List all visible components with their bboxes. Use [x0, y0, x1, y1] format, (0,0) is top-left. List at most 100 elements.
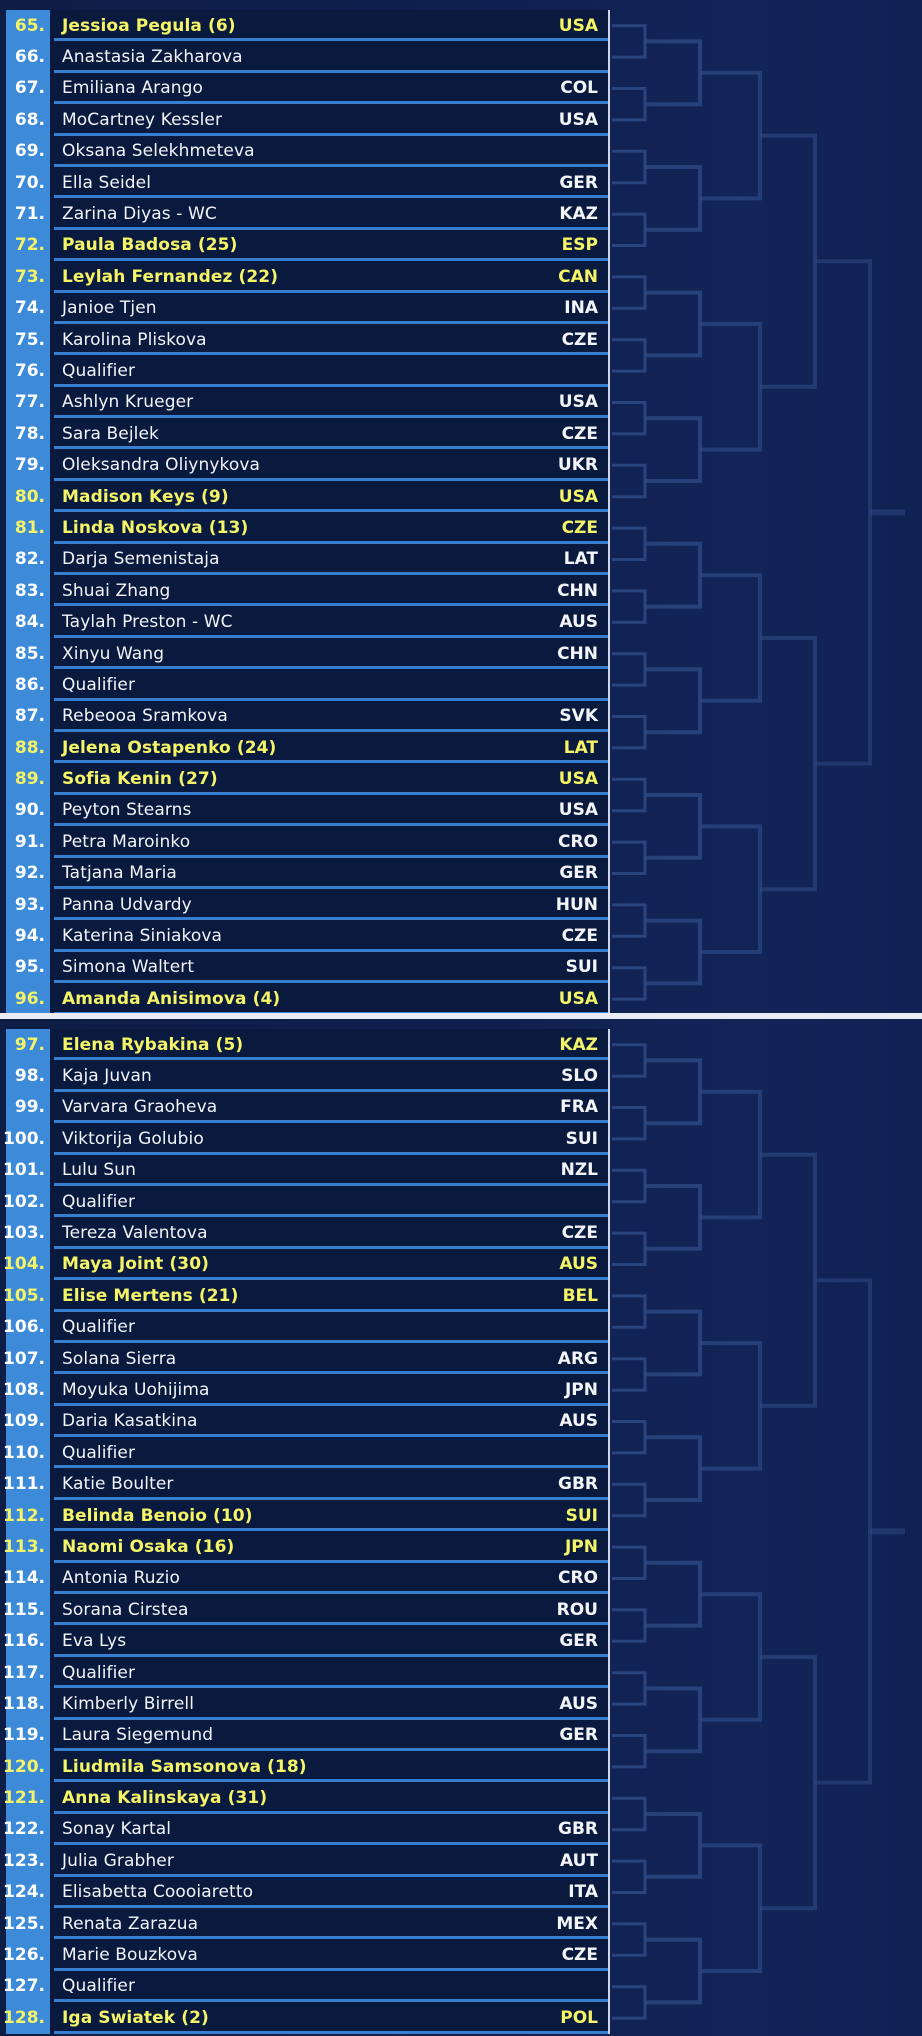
draw-position-number: 74.: [6, 292, 50, 324]
draw-position-number: 91.: [6, 826, 50, 858]
player-country: JPN: [564, 1536, 598, 1557]
bracket-connector: [645, 918, 702, 986]
bracket-connector: [612, 212, 647, 247]
bracket-connector: [612, 652, 647, 687]
player-name: Tereza Valentova: [62, 1223, 208, 1244]
player-name: Moyuka Uohijima: [62, 1379, 210, 1400]
draw-position-number: 95.: [6, 951, 50, 984]
draw-row: 89. Sofia Kenin (27) USA: [6, 763, 610, 796]
draw-row: 123. Julia Grabher AUT: [3, 1845, 610, 1877]
bracket-connector: [612, 1671, 647, 1706]
player-cell: Sonay Kartal GBR: [50, 1813, 610, 1846]
draw-row: 70. Ella Seidel GER: [6, 166, 610, 199]
draw-row: 85. Xinyu Wang CHN: [6, 637, 610, 670]
draw-position-number: 115.: [3, 1594, 50, 1626]
player-name: Taylah Preston - WC: [62, 612, 233, 633]
player-country: USA: [558, 15, 598, 36]
player-name: Iga Swiatek (2): [62, 2007, 209, 2028]
player-name: Qualifier: [62, 1191, 136, 1212]
draw-position-number: 94.: [6, 920, 50, 952]
bracket-connector: [612, 966, 647, 1001]
draw-position-number: 105.: [3, 1280, 50, 1312]
bracket-connector: [612, 903, 647, 938]
bracket-connector: [612, 275, 647, 310]
player-cell: Renata Zarazua MEX: [50, 1907, 610, 1940]
draw-position-number: 104.: [3, 1248, 50, 1281]
player-name: Renata Zarazua: [62, 1913, 199, 1934]
bracket-connector: [612, 338, 647, 373]
bracket-connector: [645, 541, 702, 609]
player-name: Petra Maroinko: [62, 831, 191, 852]
player-name: Jelena Ostapenko (24): [62, 737, 277, 758]
draw-row: 80. Madison Keys (9) USA: [6, 480, 610, 513]
player-name: Xinyu Wang: [62, 643, 165, 664]
player-cell: Tatjana Maria GER: [50, 857, 610, 890]
player-cell: Linda Noskova (13) CZE: [50, 512, 610, 545]
player-name: Lulu Sun: [62, 1160, 136, 1181]
player-cell: Maya Joint (30) AUS: [50, 1248, 610, 1281]
player-country: USA: [558, 800, 598, 821]
player-cell: Lulu Sun NZL: [50, 1154, 610, 1187]
player-cell: Darja Semenistaja LAT: [50, 543, 610, 576]
draw-position-number: 114.: [3, 1562, 50, 1595]
player-cell: Julia Grabher AUT: [50, 1845, 610, 1877]
draw-row: 99. Varvara Graoheva FRA: [6, 1091, 610, 1124]
player-name: Marie Bouzkova: [62, 1945, 198, 1966]
player-country: SVK: [559, 706, 598, 727]
player-cell: Solana Sierra ARG: [50, 1342, 610, 1375]
player-country: KAZ: [559, 204, 598, 225]
bracket-connector: [645, 793, 702, 860]
draw-row: 86. Qualifier: [6, 669, 610, 701]
bracket-connector: [645, 1937, 702, 2005]
draw-position-number: 68.: [6, 104, 50, 136]
player-country: CZE: [561, 1223, 598, 1244]
bracket-lines-bottom: [612, 1043, 905, 2020]
player-country: AUS: [559, 612, 598, 633]
draw-position-number: 80.: [6, 480, 50, 513]
player-cell: Eva Lys GER: [50, 1625, 610, 1658]
draw-section-bottom: 97. Elena Rybakina (5) KAZ 98. Kaja Juvan SLO…: [0, 1019, 922, 2036]
player-country: HUN: [555, 894, 598, 915]
player-country: JPN: [564, 1379, 598, 1400]
player-cell: Sara Bejlek CZE: [50, 418, 610, 450]
draw-row: 78. Sara Bejlek CZE: [6, 418, 610, 450]
player-cell: Elena Rybakina (5) KAZ: [50, 1029, 610, 1061]
bracket-connector: [612, 1106, 647, 1141]
player-cell: Liudmila Samsonova (18): [50, 1750, 610, 1783]
player-name: Oksana Selekhmeteva: [62, 141, 255, 162]
player-country: AUT: [559, 1850, 598, 1871]
player-cell: Jelena Ostapenko (24) LAT: [50, 731, 610, 764]
draw-position-number: 113.: [3, 1531, 50, 1563]
player-country: KAZ: [559, 1034, 598, 1055]
bracket-connector: [645, 416, 702, 483]
draw-position-number: 126.: [3, 1939, 50, 1971]
player-country: USA: [558, 988, 598, 1009]
player-cell: Qualifier: [50, 1185, 610, 1218]
player-country: GER: [559, 1631, 598, 1652]
player-list-top: 65. Jessioa Pegula (6) USA 66. Anastasia Zak…: [6, 10, 610, 1013]
draw-row: 117. Qualifier: [3, 1656, 610, 1689]
draw-row: 81. Linda Noskova (13) CZE: [6, 512, 610, 545]
player-cell: Elisabetta Coooiaretto ITA: [50, 1876, 610, 1909]
player-name: Viktorija Golubio: [62, 1128, 204, 1149]
player-name: Qualifier: [62, 1662, 136, 1683]
draw-position-number: 96.: [6, 983, 50, 1013]
player-name: Zarina Diyas - WC: [62, 204, 217, 225]
player-cell: Anna Kalinskaya (31): [50, 1782, 610, 1815]
bracket-connector: [700, 1089, 762, 1220]
player-country: CRO: [557, 831, 598, 852]
player-country: GBR: [557, 1474, 598, 1495]
player-country: ROU: [556, 1599, 598, 1620]
player-name: Sonay Kartal: [62, 1819, 172, 1840]
draw-position-number: 124.: [3, 1876, 50, 1908]
bracket-connector: [612, 715, 647, 750]
draw-row: 109. Daria Kasatkina AUS: [3, 1405, 610, 1438]
player-name: MoCartney Kessler: [62, 109, 223, 130]
draw-row: 75. Karolina Pliskova CZE: [6, 323, 610, 356]
draw-position-number: 102.: [3, 1185, 50, 1218]
player-name: Julia Grabher: [62, 1850, 174, 1871]
player-country: AUS: [559, 1411, 598, 1432]
bracket-connector: [645, 290, 702, 358]
player-country: SLO: [561, 1066, 598, 1087]
player-cell: Belinda Benoio (10) SUI: [50, 1499, 610, 1532]
